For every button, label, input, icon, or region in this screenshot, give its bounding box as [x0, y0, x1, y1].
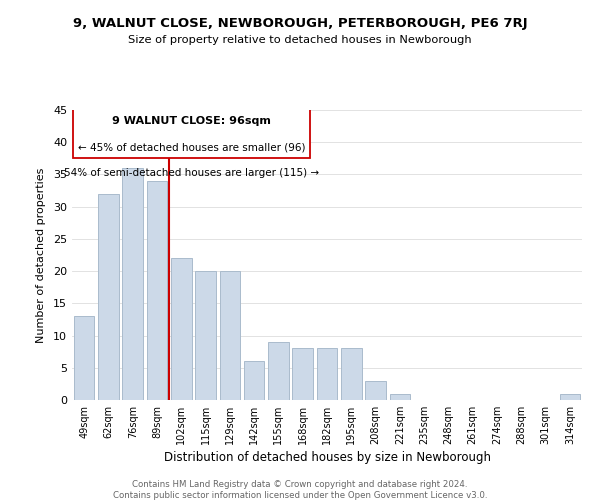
FancyBboxPatch shape [73, 108, 310, 158]
Bar [220, 271, 240, 400]
Text: 9, WALNUT CLOSE, NEWBOROUGH, PETERBOROUGH, PE6 7RJ: 9, WALNUT CLOSE, NEWBOROUGH, PETERBOROUG… [73, 18, 527, 30]
Bar [171, 258, 191, 400]
Text: Contains public sector information licensed under the Open Government Licence v3: Contains public sector information licen… [113, 491, 487, 500]
Bar [292, 348, 313, 400]
Text: 9 WALNUT CLOSE: 96sqm: 9 WALNUT CLOSE: 96sqm [112, 116, 271, 126]
Y-axis label: Number of detached properties: Number of detached properties [36, 168, 46, 342]
X-axis label: Distribution of detached houses by size in Newborough: Distribution of detached houses by size … [163, 451, 491, 464]
Bar [146, 181, 167, 400]
Bar [341, 348, 362, 400]
Bar [317, 348, 337, 400]
Text: 54% of semi-detached houses are larger (115) →: 54% of semi-detached houses are larger (… [64, 168, 319, 178]
Text: Contains HM Land Registry data © Crown copyright and database right 2024.: Contains HM Land Registry data © Crown c… [132, 480, 468, 489]
Bar [560, 394, 580, 400]
Bar [268, 342, 289, 400]
Bar [74, 316, 94, 400]
Bar [244, 362, 265, 400]
Bar [389, 394, 410, 400]
Bar [122, 168, 143, 400]
Text: Size of property relative to detached houses in Newborough: Size of property relative to detached ho… [128, 35, 472, 45]
Text: ← 45% of detached houses are smaller (96): ← 45% of detached houses are smaller (96… [78, 142, 305, 152]
Bar [195, 271, 216, 400]
Bar [365, 380, 386, 400]
Bar [98, 194, 119, 400]
